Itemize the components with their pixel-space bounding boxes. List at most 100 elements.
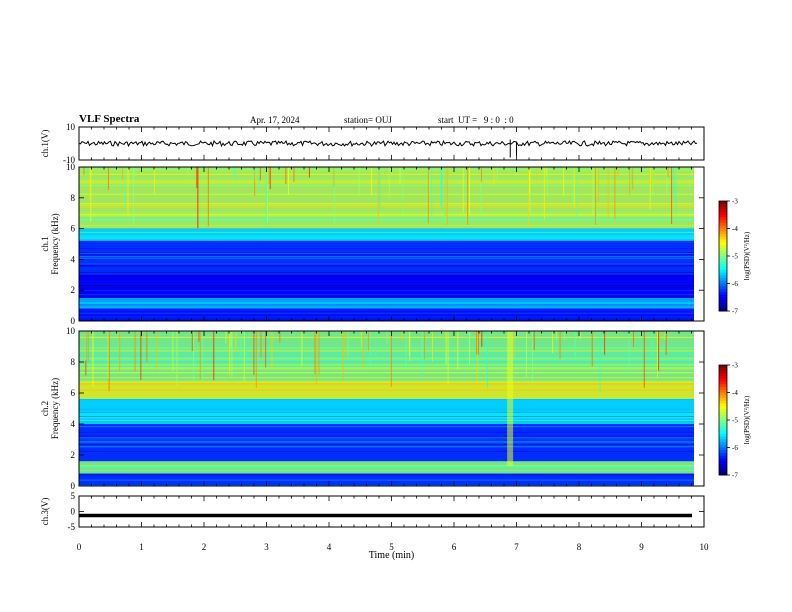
colorbar-swatch [719,264,727,268]
y-tick-label: 8 [71,357,76,367]
colorbar-swatch [719,203,727,207]
ch1-spectrogram-band [79,228,694,241]
colorbar: -3 -4 -5 -6 -7 log(PSD)(V²/Hz) [718,362,751,480]
colorbar-swatch [719,289,727,293]
colorbar-swatch [719,453,727,457]
colorbar-swatch [719,450,727,454]
colorbar-swatch [719,444,727,448]
colorbar-swatch [719,425,727,429]
x-tick-label: 9 [639,542,644,552]
colorbar-tick-label: -7 [732,472,738,480]
y-tick-label: 4 [71,254,76,264]
colorbar-swatch [719,431,727,435]
colorbar-swatch [719,464,727,468]
y-tick-label: 0 [71,316,76,326]
colorbar-swatch [719,447,727,451]
y-axis-label: ch.3(V) [40,498,50,526]
colorbar-swatch [719,275,727,279]
colorbar-swatch [719,250,727,254]
colorbar-tick-label: -5 [732,417,738,425]
x-axis-label: Time (min) [369,550,414,561]
colorbar-swatch [719,294,727,298]
colorbar-swatch [719,373,727,377]
colorbar-swatch [719,417,727,421]
colorbar-swatch [719,206,727,210]
colorbar-swatch [719,398,727,402]
colorbar-swatch [719,278,727,282]
colorbar-swatch [719,308,727,312]
colorbar-swatch [719,214,727,218]
colorbar-swatch [719,220,727,224]
colorbar-swatch [719,420,727,424]
y-tick-label: 10 [66,162,76,172]
colorbar-swatch [719,217,727,221]
colorbar-tick-label: -6 [732,280,738,288]
colorbar-swatch [719,236,727,240]
y-tick-label: 6 [71,388,76,398]
colorbar-label: log(PSD)(V²/Hz) [743,395,751,444]
colorbar-swatch [719,376,727,380]
y-tick-label: 6 [71,224,76,234]
x-tick-label: 4 [327,542,332,552]
colorbar-tick-label: -7 [732,308,738,316]
colorbar-tick-label: -3 [732,362,738,370]
y-tick-label: 10 [66,122,76,132]
colorbar-swatch [719,228,727,232]
x-tick-label: 1 [139,542,144,552]
ch2-spectrogram-heatmap [79,331,694,487]
y-tick-label: 0 [71,481,76,491]
ch2-spectrogram-event [507,331,514,466]
colorbar-label: log(PSD)(V²/Hz) [743,231,751,280]
colorbar-swatch [719,291,727,295]
colorbar-swatch [719,231,727,235]
colorbar-swatch [719,223,727,227]
colorbar-swatch [719,212,727,216]
ch2-spectrogram-band [79,399,694,424]
colorbar-swatch [719,403,727,407]
colorbar-swatch [719,242,727,246]
colorbar-swatch [719,400,727,404]
colorbar-swatch [719,267,727,271]
chart-title: VLF Spectra [79,113,140,125]
colorbar-swatch [719,253,727,257]
colorbar-swatch [719,469,727,473]
colorbar-tick-label: -6 [732,444,738,452]
y-axis-label: ch.1 [40,236,50,251]
y-axis-label: Frequency (kHz) [50,378,60,439]
start-time-label: start UT = 9 : 0 : 0 [438,115,514,125]
colorbar-swatch [719,384,727,388]
colorbar-swatch [719,392,727,396]
colorbar-swatch [719,305,727,309]
y-tick-label: 10 [66,326,76,336]
colorbar-swatch [719,406,727,410]
y-axis-label: ch.2 [40,401,50,416]
colorbar-swatch [719,455,727,459]
colorbar-swatch [719,433,727,437]
y-tick-label: 5 [71,491,76,501]
colorbar-swatch [719,378,727,382]
colorbar-swatch [719,458,727,462]
colorbar-tick-label: -4 [732,225,738,233]
colorbar-tick-label: -5 [732,253,738,261]
x-tick-label: 10 [700,542,710,552]
colorbar-swatch [719,302,727,306]
x-tick-label: 6 [452,542,457,552]
colorbar-swatch [719,261,727,265]
colorbar-swatch [719,269,727,273]
ch1-spectrogram-band [79,297,694,309]
y-axis-label: ch.1(V) [40,130,50,158]
colorbar-swatch [719,472,727,476]
date-label: Apr. 17, 2024 [250,115,300,125]
colorbar-swatch [719,272,727,276]
colorbar-swatch [719,395,727,399]
colorbar-swatch [719,466,727,470]
colorbar-swatch [719,239,727,243]
colorbar-swatch [719,389,727,393]
y-tick-label: 2 [71,285,76,295]
ch1-waveform-line [78,139,698,148]
colorbar-swatch [719,411,727,415]
colorbar-swatch [719,409,727,413]
colorbar-swatch [719,280,727,284]
station-label: station= OUJ [344,115,392,125]
y-tick-label: 8 [71,193,76,203]
